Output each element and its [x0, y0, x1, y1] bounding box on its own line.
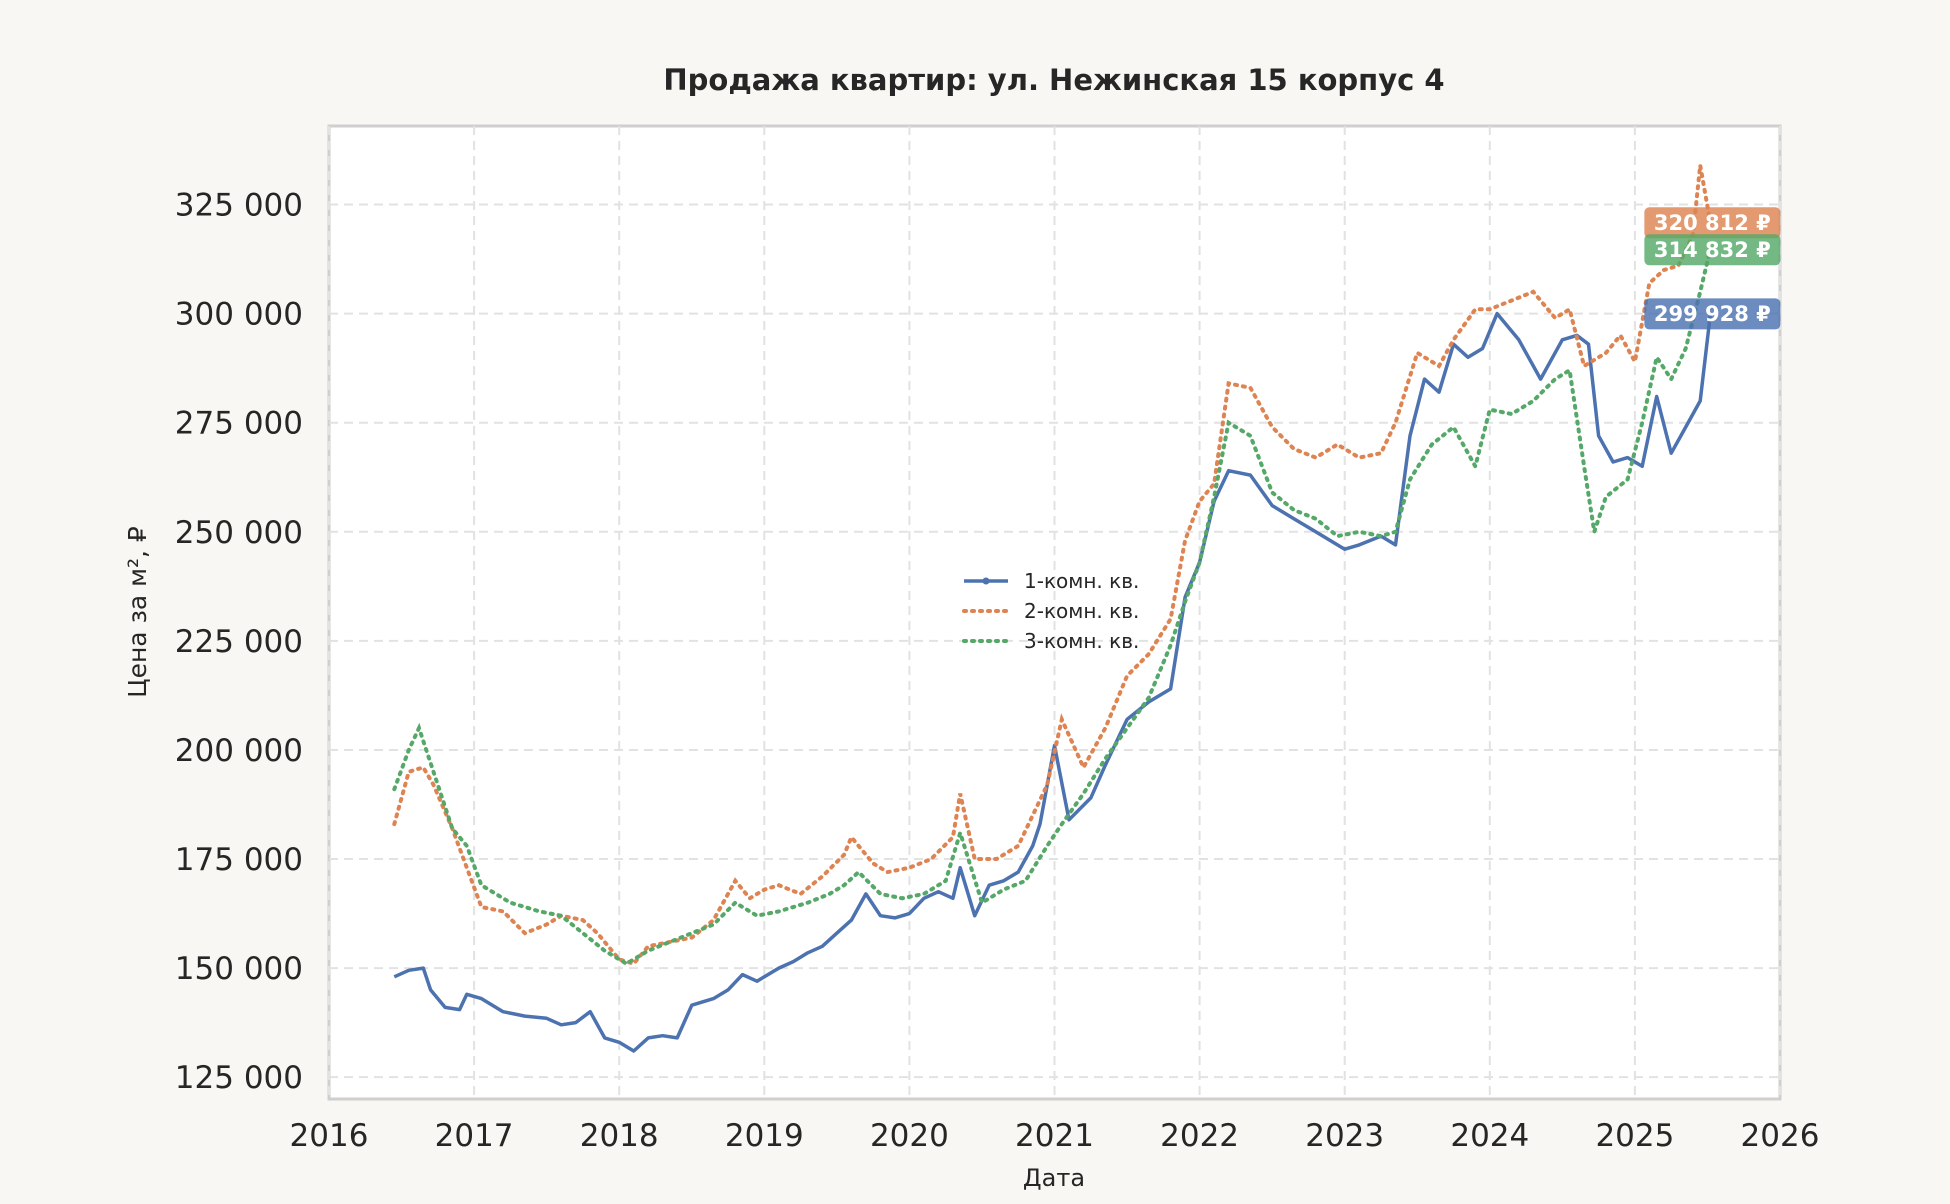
legend-marker — [982, 577, 990, 585]
y-tick-label: 175 000 — [175, 842, 303, 878]
y-tick-label: 225 000 — [175, 624, 303, 660]
x-tick-label: 2024 — [1450, 1118, 1529, 1154]
last-value-text: 320 812 ₽ — [1654, 211, 1771, 235]
last-value-text: 299 928 ₽ — [1654, 302, 1771, 326]
x-tick-label: 2025 — [1595, 1118, 1674, 1154]
x-tick-label: 2019 — [725, 1118, 804, 1154]
chart-title: Продажа квартир: ул. Нежинская 15 корпус… — [663, 63, 1444, 97]
x-tick-label: 2020 — [870, 1118, 949, 1154]
last-value-badge: 299 928 ₽ — [1644, 298, 1781, 330]
y-tick-label: 250 000 — [175, 515, 303, 551]
last-value-badge: 320 812 ₽ — [1644, 207, 1781, 239]
series-line-3 — [392, 246, 1713, 967]
series-line-1 — [393, 311, 1713, 1053]
y-tick-label: 275 000 — [175, 406, 303, 442]
x-tick-label: 2023 — [1305, 1118, 1384, 1154]
y-axis-label: Цена за м², ₽ — [123, 526, 152, 698]
y-tick-label: 200 000 — [175, 733, 303, 769]
x-tick-label: 2022 — [1160, 1118, 1239, 1154]
last-value-labels: 320 812 ₽ 314 832 ₽ 299 928 ₽ — [1644, 207, 1781, 330]
x-tick-label: 2021 — [1015, 1118, 1094, 1154]
y-tick-label: 150 000 — [175, 951, 303, 987]
y-tick-label: 300 000 — [175, 297, 303, 333]
legend-label: 3-комн. кв. — [1024, 629, 1139, 653]
last-value-badge: 314 832 ₽ — [1644, 234, 1781, 266]
x-axis-label: Дата — [1023, 1164, 1085, 1192]
x-tick-label: 2026 — [1741, 1118, 1820, 1154]
series-lines — [392, 164, 1713, 1053]
y-axis-ticks: 125 000 150 000 175 000 200 000 225 000 250 0… — [175, 188, 303, 1097]
grid-lines — [328, 126, 1781, 1099]
x-axis-ticks: 2016 2017 2018 2019 2020 2021 2022 2023 2024 2025… — [290, 1118, 1820, 1154]
series-line-2 — [392, 164, 1713, 966]
x-tick-label: 2016 — [290, 1118, 369, 1154]
legend-label: 2-комн. кв. — [1024, 599, 1139, 623]
x-tick-label: 2017 — [435, 1118, 514, 1154]
y-tick-label: 325 000 — [175, 188, 303, 224]
last-value-text: 314 832 ₽ — [1654, 238, 1771, 262]
legend: 1-комн. кв. 2-комн. кв. 3-комн. кв. — [962, 569, 1139, 653]
legend-label: 1-комн. кв. — [1024, 569, 1139, 593]
x-tick-label: 2018 — [580, 1118, 659, 1154]
y-tick-label: 125 000 — [175, 1060, 303, 1096]
